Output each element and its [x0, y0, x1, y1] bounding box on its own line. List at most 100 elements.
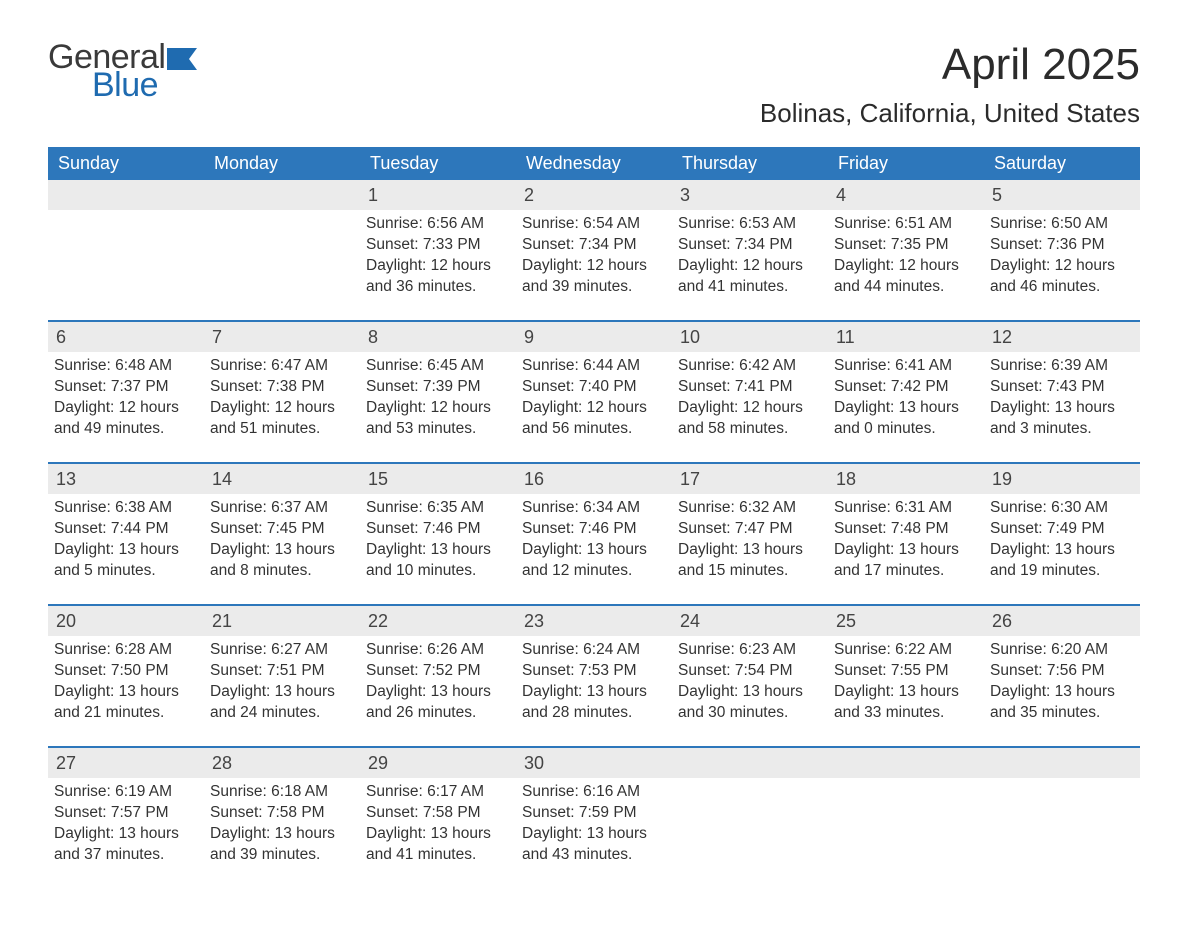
daylight-text: Daylight: 13 hours and 3 minutes. [990, 398, 1134, 440]
calendar-day-cell: 11Sunrise: 6:41 AMSunset: 7:42 PMDayligh… [828, 321, 984, 463]
calendar-week-row: 6Sunrise: 6:48 AMSunset: 7:37 PMDaylight… [48, 321, 1140, 463]
sunset-text: Sunset: 7:53 PM [522, 661, 666, 682]
weekday-header: Wednesday [516, 147, 672, 180]
daylight-text: Daylight: 13 hours and 33 minutes. [834, 682, 978, 724]
sunrise-text: Sunrise: 6:37 AM [210, 498, 354, 519]
calendar-week-row: 1Sunrise: 6:56 AMSunset: 7:33 PMDaylight… [48, 180, 1140, 321]
daylight-text: Daylight: 13 hours and 37 minutes. [54, 824, 198, 866]
calendar-day-cell: 20Sunrise: 6:28 AMSunset: 7:50 PMDayligh… [48, 605, 204, 747]
calendar-day-cell: 8Sunrise: 6:45 AMSunset: 7:39 PMDaylight… [360, 321, 516, 463]
sunset-text: Sunset: 7:37 PM [54, 377, 198, 398]
sunset-text: Sunset: 7:46 PM [522, 519, 666, 540]
calendar-day-cell [48, 180, 204, 321]
weekday-header: Sunday [48, 147, 204, 180]
sunrise-text: Sunrise: 6:44 AM [522, 356, 666, 377]
calendar-day-cell: 3Sunrise: 6:53 AMSunset: 7:34 PMDaylight… [672, 180, 828, 321]
sunrise-text: Sunrise: 6:18 AM [210, 782, 354, 803]
sunrise-text: Sunrise: 6:27 AM [210, 640, 354, 661]
daylight-text: Daylight: 13 hours and 17 minutes. [834, 540, 978, 582]
sunrise-text: Sunrise: 6:20 AM [990, 640, 1134, 661]
day-number: 20 [48, 606, 204, 636]
sunrise-text: Sunrise: 6:42 AM [678, 356, 822, 377]
sunset-text: Sunset: 7:41 PM [678, 377, 822, 398]
day-number [828, 748, 984, 778]
sunset-text: Sunset: 7:36 PM [990, 235, 1134, 256]
daylight-text: Daylight: 13 hours and 5 minutes. [54, 540, 198, 582]
daylight-text: Daylight: 13 hours and 12 minutes. [522, 540, 666, 582]
sunrise-text: Sunrise: 6:54 AM [522, 214, 666, 235]
calendar-day-cell: 15Sunrise: 6:35 AMSunset: 7:46 PMDayligh… [360, 463, 516, 605]
day-number [984, 748, 1140, 778]
calendar-day-cell: 5Sunrise: 6:50 AMSunset: 7:36 PMDaylight… [984, 180, 1140, 321]
sunrise-text: Sunrise: 6:39 AM [990, 356, 1134, 377]
sunrise-text: Sunrise: 6:30 AM [990, 498, 1134, 519]
daylight-text: Daylight: 12 hours and 56 minutes. [522, 398, 666, 440]
calendar-day-cell: 6Sunrise: 6:48 AMSunset: 7:37 PMDaylight… [48, 321, 204, 463]
calendar-week-row: 13Sunrise: 6:38 AMSunset: 7:44 PMDayligh… [48, 463, 1140, 605]
sunset-text: Sunset: 7:57 PM [54, 803, 198, 824]
sunrise-text: Sunrise: 6:38 AM [54, 498, 198, 519]
weekday-header: Tuesday [360, 147, 516, 180]
sunset-text: Sunset: 7:52 PM [366, 661, 510, 682]
daylight-text: Daylight: 12 hours and 46 minutes. [990, 256, 1134, 298]
daylight-text: Daylight: 12 hours and 36 minutes. [366, 256, 510, 298]
calendar-day-cell [672, 747, 828, 888]
sunset-text: Sunset: 7:43 PM [990, 377, 1134, 398]
sunset-text: Sunset: 7:40 PM [522, 377, 666, 398]
daylight-text: Daylight: 13 hours and 19 minutes. [990, 540, 1134, 582]
daylight-text: Daylight: 12 hours and 53 minutes. [366, 398, 510, 440]
sunrise-text: Sunrise: 6:22 AM [834, 640, 978, 661]
day-number: 6 [48, 322, 204, 352]
sunset-text: Sunset: 7:48 PM [834, 519, 978, 540]
daylight-text: Daylight: 12 hours and 51 minutes. [210, 398, 354, 440]
daylight-text: Daylight: 12 hours and 49 minutes. [54, 398, 198, 440]
daylight-text: Daylight: 13 hours and 30 minutes. [678, 682, 822, 724]
daylight-text: Daylight: 13 hours and 21 minutes. [54, 682, 198, 724]
day-number: 4 [828, 180, 984, 210]
month-title: April 2025 [760, 40, 1140, 90]
header: General Blue April 2025 Bolinas, Califor… [48, 40, 1140, 141]
day-number [672, 748, 828, 778]
sunrise-text: Sunrise: 6:19 AM [54, 782, 198, 803]
day-number: 21 [204, 606, 360, 636]
day-number: 10 [672, 322, 828, 352]
day-number: 24 [672, 606, 828, 636]
sunset-text: Sunset: 7:58 PM [366, 803, 510, 824]
sunrise-text: Sunrise: 6:35 AM [366, 498, 510, 519]
sunrise-text: Sunrise: 6:23 AM [678, 640, 822, 661]
calendar-day-cell [984, 747, 1140, 888]
calendar-day-cell: 23Sunrise: 6:24 AMSunset: 7:53 PMDayligh… [516, 605, 672, 747]
weekday-header: Monday [204, 147, 360, 180]
weekday-header-row: SundayMondayTuesdayWednesdayThursdayFrid… [48, 147, 1140, 180]
sunset-text: Sunset: 7:39 PM [366, 377, 510, 398]
day-number: 27 [48, 748, 204, 778]
calendar-table: SundayMondayTuesdayWednesdayThursdayFrid… [48, 147, 1140, 888]
day-number: 19 [984, 464, 1140, 494]
sunrise-text: Sunrise: 6:26 AM [366, 640, 510, 661]
sunset-text: Sunset: 7:59 PM [522, 803, 666, 824]
calendar-day-cell [828, 747, 984, 888]
sunset-text: Sunset: 7:54 PM [678, 661, 822, 682]
sunrise-text: Sunrise: 6:47 AM [210, 356, 354, 377]
calendar-day-cell: 13Sunrise: 6:38 AMSunset: 7:44 PMDayligh… [48, 463, 204, 605]
calendar-day-cell: 10Sunrise: 6:42 AMSunset: 7:41 PMDayligh… [672, 321, 828, 463]
calendar-day-cell: 18Sunrise: 6:31 AMSunset: 7:48 PMDayligh… [828, 463, 984, 605]
sunrise-text: Sunrise: 6:51 AM [834, 214, 978, 235]
daylight-text: Daylight: 13 hours and 35 minutes. [990, 682, 1134, 724]
day-number: 5 [984, 180, 1140, 210]
day-number: 1 [360, 180, 516, 210]
day-number: 3 [672, 180, 828, 210]
sunset-text: Sunset: 7:45 PM [210, 519, 354, 540]
calendar-day-cell: 22Sunrise: 6:26 AMSunset: 7:52 PMDayligh… [360, 605, 516, 747]
calendar-day-cell: 17Sunrise: 6:32 AMSunset: 7:47 PMDayligh… [672, 463, 828, 605]
calendar-day-cell: 28Sunrise: 6:18 AMSunset: 7:58 PMDayligh… [204, 747, 360, 888]
daylight-text: Daylight: 12 hours and 41 minutes. [678, 256, 822, 298]
calendar-day-cell: 16Sunrise: 6:34 AMSunset: 7:46 PMDayligh… [516, 463, 672, 605]
sunset-text: Sunset: 7:55 PM [834, 661, 978, 682]
calendar-day-cell: 25Sunrise: 6:22 AMSunset: 7:55 PMDayligh… [828, 605, 984, 747]
sunset-text: Sunset: 7:35 PM [834, 235, 978, 256]
calendar-day-cell: 27 Sunrise: 6:19 AMSunset: 7:57 PMDayligh… [48, 747, 204, 888]
sunset-text: Sunset: 7:34 PM [522, 235, 666, 256]
sunrise-text: Sunrise: 6:16 AM [522, 782, 666, 803]
sunset-text: Sunset: 7:46 PM [366, 519, 510, 540]
